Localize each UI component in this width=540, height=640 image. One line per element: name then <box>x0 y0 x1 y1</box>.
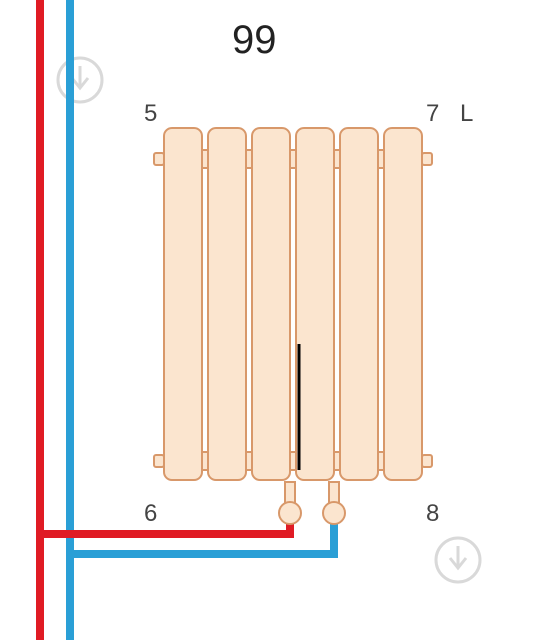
valve-left <box>279 482 301 524</box>
radiator-tube <box>384 128 422 480</box>
diagram-title: 99 <box>232 18 277 63</box>
label-L: L <box>460 100 473 128</box>
label-8: 8 <box>426 500 439 528</box>
label-6: 6 <box>144 500 157 528</box>
radiator-tube <box>252 128 290 480</box>
radiator-tube <box>208 128 246 480</box>
label-7: 7 <box>426 100 439 128</box>
branch-pipe-red <box>40 515 290 534</box>
radiator-tube <box>296 128 334 480</box>
radiator-tube <box>164 128 202 480</box>
watermark-icon <box>58 58 102 102</box>
radiator-tube <box>340 128 378 480</box>
watermark-icon <box>436 538 480 582</box>
diagram-canvas <box>0 0 540 640</box>
valve-right <box>323 482 345 524</box>
radiator <box>154 128 432 480</box>
label-5: 5 <box>144 100 157 128</box>
